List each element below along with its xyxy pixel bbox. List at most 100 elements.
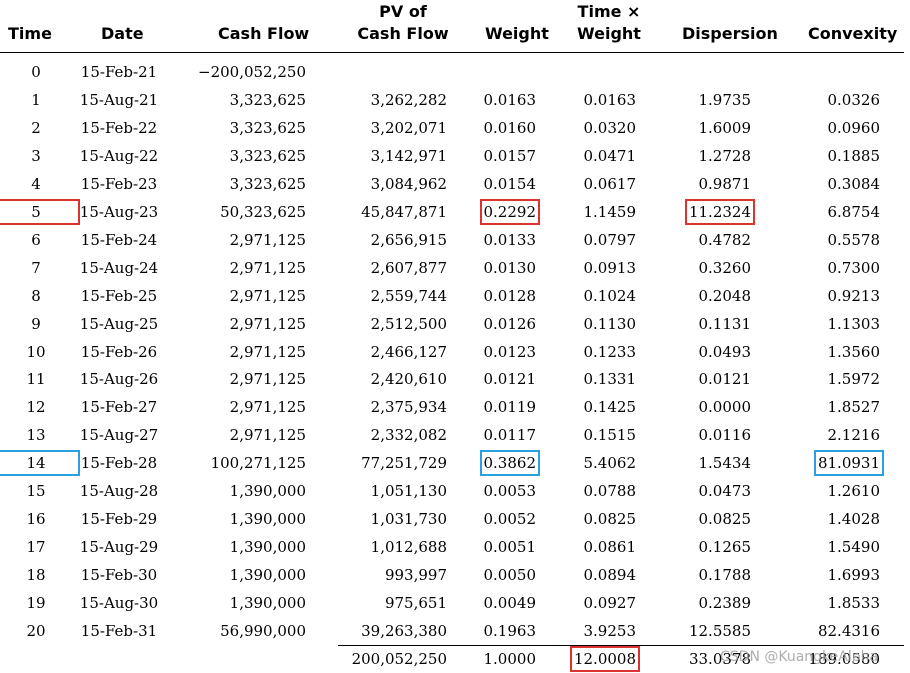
cell-date: 15-Feb-31 — [80, 622, 158, 640]
cell-cash-flow: 100,271,125 — [210, 454, 306, 473]
cell-tw: 0.0320 — [583, 118, 637, 137]
cell-cash-flow: 3,323,625 — [229, 90, 306, 109]
cell-w: 0.3862 — [479, 450, 540, 477]
cell-pv: 2,466,127 — [370, 342, 447, 361]
cell-w: 0.0049 — [483, 594, 537, 613]
total-pv: 200,052,250 — [351, 650, 447, 668]
cell-disp: 0.1788 — [698, 566, 752, 585]
cell-time: 19 — [26, 594, 46, 613]
cell-date: 15-Feb-23 — [80, 174, 158, 193]
cell-date: 15-Feb-25 — [80, 286, 158, 305]
cell-conv: 1.4028 — [827, 510, 881, 529]
cell-pv: 2,512,500 — [370, 314, 447, 333]
cell-tw: 0.0913 — [583, 258, 637, 277]
cell-conv: 1.8533 — [827, 594, 881, 613]
cell-cash-flow: 1,390,000 — [229, 594, 306, 613]
cell-time: 7 — [31, 258, 41, 277]
cell-w: 0.0051 — [483, 538, 537, 557]
cell-time: 16 — [26, 510, 46, 529]
cell-disp: 0.0121 — [698, 370, 752, 389]
cell-cash-flow: 1,390,000 — [229, 566, 306, 585]
cell-disp: 0.0473 — [698, 482, 752, 501]
cell-date: 15-Feb-24 — [80, 230, 158, 249]
cell-pv: 975,651 — [384, 594, 447, 613]
cell-disp: 0.0493 — [698, 342, 752, 361]
cell-w: 0.0123 — [483, 342, 537, 361]
cell-pv: 3,084,962 — [370, 174, 447, 193]
cell-time: 9 — [31, 314, 41, 333]
header-weight: Weight — [485, 24, 549, 43]
cell-pv: 2,332,082 — [370, 426, 447, 445]
cell-date: 15-Feb-21 — [80, 63, 158, 81]
cell-tw: 5.4062 — [583, 454, 637, 473]
cell-disp: 0.2389 — [698, 594, 752, 613]
cell-w: 0.0052 — [483, 510, 537, 529]
cell-time: 8 — [31, 286, 41, 305]
cell-pv: 993,997 — [384, 566, 447, 585]
header-tw-line2: Weight — [577, 24, 641, 43]
cell-disp: 0.4782 — [698, 230, 752, 249]
cell-cash-flow: 56,990,000 — [220, 622, 306, 640]
cell-time: 1 — [31, 90, 41, 109]
header-cash-flow: Cash Flow — [218, 24, 310, 43]
cell-tw: 0.0471 — [583, 146, 637, 165]
cell-tw: 0.0617 — [583, 174, 637, 193]
cell-date: 15-Feb-22 — [80, 118, 158, 137]
cell-date: 15-Aug-22 — [79, 146, 159, 165]
cell-disp: 1.6009 — [698, 118, 752, 137]
cell-tw: 0.0894 — [583, 566, 637, 585]
cell-tw: 0.1130 — [583, 314, 637, 333]
cell-tw: 0.1515 — [583, 426, 637, 445]
cell-time: 11 — [26, 370, 46, 389]
cell-time: 20 — [26, 622, 46, 640]
cell-time: 13 — [26, 426, 46, 445]
cell-tw: 0.0788 — [583, 482, 637, 501]
cell-pv: 2,559,744 — [370, 286, 447, 305]
cell-cash-flow: 3,323,625 — [229, 118, 306, 137]
cell-disp: 0.1265 — [698, 538, 752, 557]
cell-disp: 0.3260 — [698, 258, 752, 277]
cell-tw: 0.1331 — [583, 370, 637, 389]
cell-time: 14 — [0, 450, 80, 477]
cell-pv: 2,420,610 — [370, 370, 447, 389]
cell-date: 15-Aug-23 — [79, 202, 159, 221]
watermark: CSDN @KuangkeAlpha — [720, 649, 879, 665]
cell-cash-flow: −200,052,250 — [198, 63, 306, 81]
cell-w: 0.0130 — [483, 258, 537, 277]
cell-cash-flow: 1,390,000 — [229, 510, 306, 529]
cell-tw: 0.0163 — [583, 90, 637, 109]
cell-conv: 0.1885 — [827, 146, 881, 165]
cell-w: 0.2292 — [479, 198, 540, 225]
header-time: Time — [8, 24, 52, 43]
cell-conv: 6.8754 — [827, 202, 881, 221]
cell-w: 0.0160 — [483, 118, 537, 137]
cell-w: 0.1963 — [483, 622, 537, 640]
cell-cash-flow: 2,971,125 — [229, 286, 306, 305]
cell-pv: 1,051,130 — [370, 482, 447, 501]
total-conv: 189.0580 — [808, 650, 880, 668]
cell-w: 0.0154 — [483, 174, 537, 193]
cell-conv: 0.9213 — [827, 286, 881, 305]
cell-tw: 0.1425 — [583, 398, 637, 417]
cell-pv: 2,656,915 — [370, 230, 447, 249]
cell-w: 0.0157 — [483, 146, 537, 165]
header-dispersion: Dispersion — [682, 24, 778, 43]
cell-cash-flow: 2,971,125 — [229, 230, 306, 249]
cell-cash-flow: 3,323,625 — [229, 174, 306, 193]
cell-w: 0.0163 — [483, 90, 537, 109]
cell-w: 0.0050 — [483, 566, 537, 585]
cell-conv: 1.2610 — [827, 482, 881, 501]
cell-pv: 3,262,282 — [370, 90, 447, 109]
cell-time: 0 — [31, 63, 41, 81]
cell-cash-flow: 50,323,625 — [220, 202, 306, 221]
cell-cash-flow: 1,390,000 — [229, 538, 306, 557]
cell-disp: 1.5434 — [698, 454, 752, 473]
cell-disp: 12.5585 — [688, 622, 751, 640]
cell-pv: 39,263,380 — [361, 622, 447, 640]
cell-time: 2 — [31, 118, 41, 137]
cell-pv: 1,031,730 — [370, 510, 447, 529]
cell-date: 15-Aug-26 — [79, 370, 159, 389]
cell-w: 0.0121 — [483, 370, 537, 389]
cell-pv: 1,012,688 — [370, 538, 447, 557]
cell-pv: 2,607,877 — [370, 258, 447, 277]
